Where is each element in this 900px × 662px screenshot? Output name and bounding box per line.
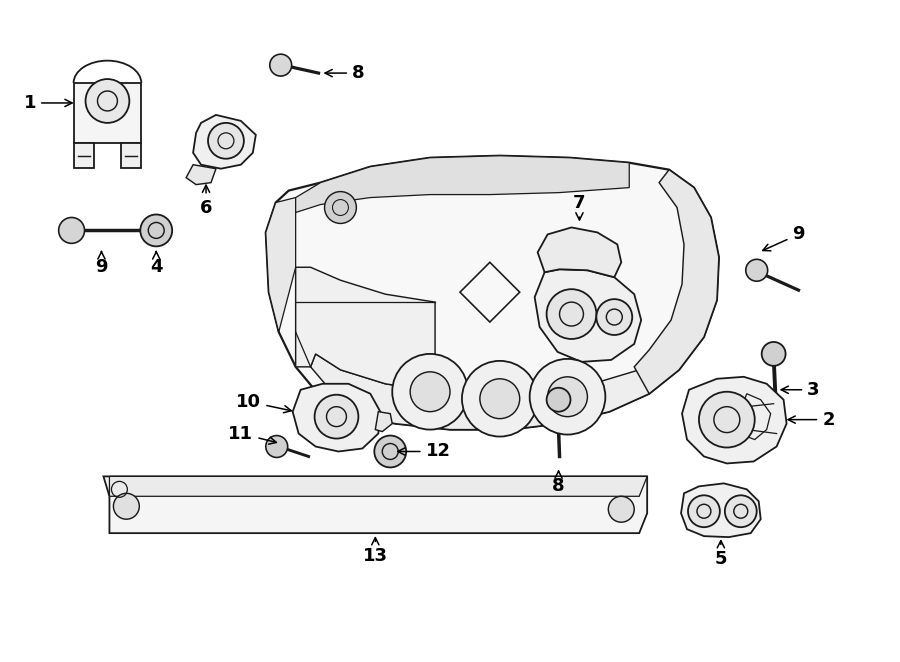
Text: 6: 6	[200, 185, 212, 216]
Circle shape	[58, 218, 85, 244]
Polygon shape	[682, 377, 787, 463]
Polygon shape	[310, 354, 649, 430]
Polygon shape	[535, 269, 641, 362]
Text: 3: 3	[781, 381, 820, 399]
FancyBboxPatch shape	[143, 498, 204, 532]
Polygon shape	[375, 412, 392, 432]
Polygon shape	[296, 267, 435, 392]
Circle shape	[410, 372, 450, 412]
Polygon shape	[104, 477, 647, 533]
Polygon shape	[194, 115, 256, 169]
Text: 4: 4	[150, 252, 163, 276]
Circle shape	[462, 361, 537, 436]
Text: 7: 7	[573, 193, 586, 220]
Circle shape	[480, 379, 519, 418]
Polygon shape	[74, 143, 94, 167]
Circle shape	[266, 436, 288, 457]
Polygon shape	[122, 143, 141, 167]
Circle shape	[688, 495, 720, 527]
Circle shape	[746, 260, 768, 281]
Polygon shape	[296, 156, 629, 213]
Polygon shape	[681, 483, 760, 537]
Circle shape	[761, 342, 786, 366]
Text: 1: 1	[23, 94, 72, 112]
Polygon shape	[537, 228, 621, 277]
Circle shape	[270, 54, 292, 76]
Circle shape	[547, 377, 588, 416]
Text: 13: 13	[363, 538, 388, 565]
Circle shape	[530, 359, 606, 434]
Text: 12: 12	[398, 442, 451, 461]
Circle shape	[724, 495, 757, 527]
Circle shape	[140, 214, 172, 246]
Text: 10: 10	[237, 393, 292, 412]
Text: 11: 11	[229, 424, 276, 444]
Text: 9: 9	[763, 225, 805, 251]
Circle shape	[208, 123, 244, 159]
Polygon shape	[266, 156, 719, 430]
Polygon shape	[292, 384, 381, 451]
FancyBboxPatch shape	[470, 498, 531, 532]
Polygon shape	[634, 169, 719, 394]
Circle shape	[113, 493, 140, 519]
FancyBboxPatch shape	[307, 498, 367, 532]
Text: 9: 9	[95, 252, 108, 276]
Polygon shape	[74, 83, 141, 143]
Polygon shape	[266, 197, 296, 332]
Circle shape	[699, 392, 755, 448]
Circle shape	[325, 191, 356, 224]
Text: 8: 8	[325, 64, 364, 82]
Circle shape	[315, 395, 358, 438]
Circle shape	[374, 436, 406, 467]
Text: 8: 8	[553, 471, 565, 495]
Text: 2: 2	[788, 410, 834, 428]
Circle shape	[86, 79, 130, 123]
Circle shape	[546, 388, 571, 412]
Polygon shape	[110, 477, 647, 496]
Polygon shape	[186, 165, 216, 185]
FancyBboxPatch shape	[552, 498, 612, 532]
Circle shape	[392, 354, 468, 430]
FancyBboxPatch shape	[388, 498, 449, 532]
Circle shape	[597, 299, 632, 335]
Circle shape	[608, 496, 634, 522]
FancyBboxPatch shape	[225, 498, 285, 532]
Circle shape	[546, 289, 597, 339]
Text: 5: 5	[715, 541, 727, 568]
